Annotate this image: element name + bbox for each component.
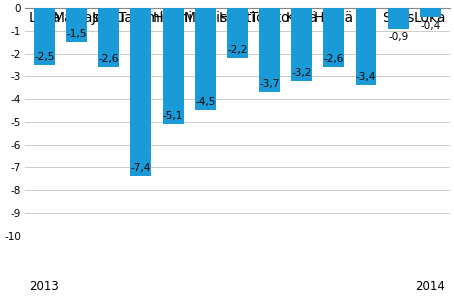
Text: -3,4: -3,4	[356, 72, 376, 82]
Text: -3,2: -3,2	[291, 68, 312, 78]
Bar	[355, 8, 376, 85]
Text: -5,1: -5,1	[163, 111, 183, 121]
Text: 2013: 2013	[30, 280, 59, 293]
Text: -0,9: -0,9	[388, 32, 408, 42]
Bar	[163, 8, 183, 124]
Bar	[130, 8, 151, 176]
Text: -0,4: -0,4	[420, 21, 440, 31]
Bar	[420, 8, 441, 17]
Text: -2,2: -2,2	[227, 45, 247, 55]
Text: -4,5: -4,5	[195, 97, 216, 107]
Bar	[34, 8, 55, 65]
Bar	[227, 8, 248, 58]
Bar	[291, 8, 312, 81]
Text: -3,7: -3,7	[259, 79, 280, 89]
Text: -2,6: -2,6	[99, 54, 119, 64]
Text: -7,4: -7,4	[131, 163, 151, 173]
Bar	[66, 8, 87, 42]
Bar	[388, 8, 409, 29]
Text: -1,5: -1,5	[66, 29, 87, 39]
Text: -2,5: -2,5	[35, 52, 54, 62]
Bar	[323, 8, 344, 67]
Text: -2,6: -2,6	[324, 54, 344, 64]
Bar	[195, 8, 216, 111]
Bar	[99, 8, 119, 67]
Bar	[259, 8, 280, 92]
Text: 2014: 2014	[415, 280, 445, 293]
